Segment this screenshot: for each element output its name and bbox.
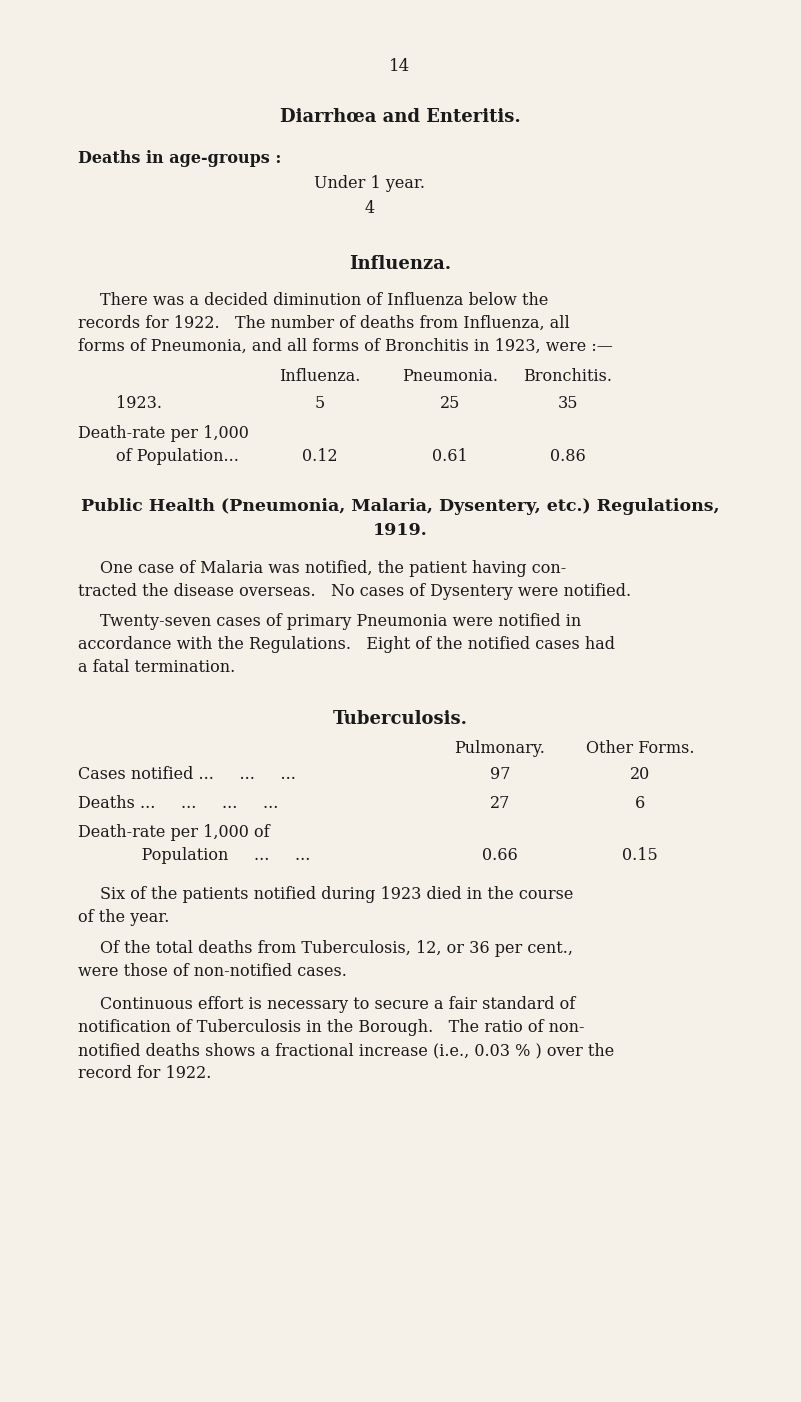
Text: Deaths in age-groups :: Deaths in age-groups : [78, 150, 281, 167]
Text: accordance with the Regulations.   Eight of the notified cases had: accordance with the Regulations. Eight o… [78, 637, 615, 653]
Text: were those of non-notified cases.: were those of non-notified cases. [78, 963, 347, 980]
Text: Pulmonary.: Pulmonary. [454, 740, 545, 757]
Text: 1919.: 1919. [372, 522, 428, 538]
Text: 35: 35 [557, 395, 578, 412]
Text: Population     ...     ...: Population ... ... [116, 847, 310, 864]
Text: tracted the disease overseas.   No cases of Dysentery were notified.: tracted the disease overseas. No cases o… [78, 583, 631, 600]
Text: 0.15: 0.15 [622, 847, 658, 864]
Text: Of the total deaths from Tuberculosis, 12, or 36 per cent.,: Of the total deaths from Tuberculosis, 1… [100, 939, 573, 958]
Text: Twenty-seven cases of primary Pneumonia were notified in: Twenty-seven cases of primary Pneumonia … [100, 613, 582, 629]
Text: notified deaths shows a fractional increase (i.e., 0.03 % ) over the: notified deaths shows a fractional incre… [78, 1042, 614, 1059]
Text: 4: 4 [365, 200, 375, 217]
Text: 0.61: 0.61 [432, 449, 468, 465]
Text: Deaths ...     ...     ...     ...: Deaths ... ... ... ... [78, 795, 279, 812]
Text: 97: 97 [489, 765, 510, 782]
Text: 14: 14 [389, 57, 411, 74]
Text: records for 1922.   The number of deaths from Influenza, all: records for 1922. The number of deaths f… [78, 315, 570, 332]
Text: a fatal termination.: a fatal termination. [78, 659, 235, 676]
Text: Death-rate per 1,000 of: Death-rate per 1,000 of [78, 824, 270, 841]
Text: Influenza.: Influenza. [349, 255, 451, 273]
Text: Tuberculosis.: Tuberculosis. [332, 709, 468, 728]
Text: Cases notified ...     ...     ...: Cases notified ... ... ... [78, 765, 296, 782]
Text: 27: 27 [490, 795, 510, 812]
Text: record for 1922.: record for 1922. [78, 1066, 211, 1082]
Text: forms of Pneumonia, and all forms of Bronchitis in 1923, were :—: forms of Pneumonia, and all forms of Bro… [78, 338, 613, 355]
Text: 20: 20 [630, 765, 650, 782]
Text: 25: 25 [440, 395, 461, 412]
Text: 1923.: 1923. [116, 395, 162, 412]
Text: Public Health (Pneumonia, Malaria, Dysentery, etc.) Regulations,: Public Health (Pneumonia, Malaria, Dysen… [81, 498, 719, 515]
Text: Under 1 year.: Under 1 year. [315, 175, 425, 192]
Text: Death-rate per 1,000: Death-rate per 1,000 [78, 425, 249, 442]
Text: Bronchitis.: Bronchitis. [524, 367, 613, 386]
Text: There was a decided diminution of Influenza below the: There was a decided diminution of Influe… [100, 292, 549, 308]
Text: Six of the patients notified during 1923 died in the course: Six of the patients notified during 1923… [100, 886, 574, 903]
Text: 0.66: 0.66 [482, 847, 518, 864]
Text: 0.12: 0.12 [302, 449, 338, 465]
Text: Continuous effort is necessary to secure a fair standard of: Continuous effort is necessary to secure… [100, 995, 575, 1014]
Text: of Population...: of Population... [116, 449, 239, 465]
Text: of the year.: of the year. [78, 908, 169, 925]
Text: Other Forms.: Other Forms. [586, 740, 694, 757]
Text: Diarrhœa and Enteritis.: Diarrhœa and Enteritis. [280, 108, 521, 126]
Text: 5: 5 [315, 395, 325, 412]
Text: Pneumonia.: Pneumonia. [402, 367, 498, 386]
Text: Influenza.: Influenza. [280, 367, 360, 386]
Text: One case of Malaria was notified, the patient having con-: One case of Malaria was notified, the pa… [100, 559, 566, 578]
Text: 6: 6 [635, 795, 645, 812]
Text: 0.86: 0.86 [550, 449, 586, 465]
Text: notification of Tuberculosis in the Borough.   The ratio of non-: notification of Tuberculosis in the Boro… [78, 1019, 585, 1036]
